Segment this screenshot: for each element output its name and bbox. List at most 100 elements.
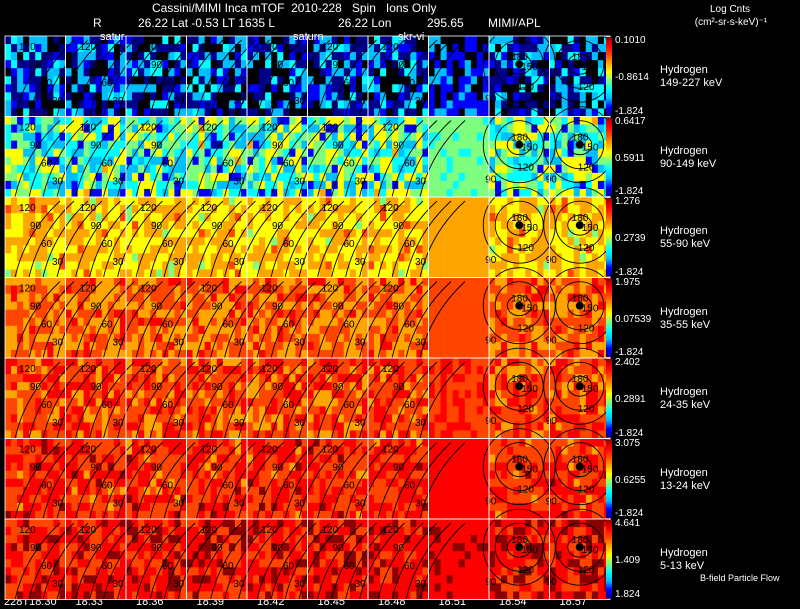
heatmap-cell [561, 285, 568, 294]
heatmap-cell [101, 237, 109, 246]
heatmap-cell [107, 293, 115, 302]
heatmap-cell [349, 301, 357, 310]
heatmap-cell [452, 229, 460, 238]
heatmap-cell [247, 382, 254, 391]
heatmap-cell [228, 374, 236, 383]
heatmap-cell [355, 164, 363, 174]
heatmap-cell [180, 205, 187, 214]
heatmap-cell [507, 76, 514, 85]
heatmap-cell [168, 76, 175, 85]
heatmap-cell [416, 285, 423, 294]
heatmap-cell [216, 341, 224, 351]
heatmap-cell [325, 285, 332, 294]
heatmap-cell [452, 221, 460, 230]
heatmap-cell [23, 100, 30, 109]
heatmap-cell [591, 197, 599, 206]
heatmap-cell [319, 205, 326, 214]
heatmap-cell [307, 140, 314, 149]
heatmap-cell [434, 237, 441, 246]
heatmap-cell [277, 205, 284, 214]
heatmap-cell [549, 374, 556, 383]
heatmap-cell [331, 253, 339, 262]
heatmap-cell [440, 269, 447, 278]
heatmap-cell [331, 84, 339, 93]
heatmap-cell [59, 164, 66, 174]
heatmap-cell [186, 108, 193, 117]
heatmap-cell [301, 124, 308, 133]
heatmap-cell [89, 205, 97, 214]
energy-channel-label: Hydrogen 5-13 keV [660, 547, 708, 573]
heatmap-cell [289, 156, 296, 166]
heatmap-cell [501, 188, 508, 198]
heatmap-cell [277, 333, 284, 343]
heatmap-cell [210, 277, 218, 286]
heatmap-cell [452, 333, 460, 343]
heatmap-cell [525, 414, 532, 423]
heatmap-cell [113, 325, 121, 335]
heatmap-cell [65, 213, 72, 222]
heatmap-cell [95, 124, 103, 133]
heatmap-cell [597, 52, 605, 61]
heatmap-cell [331, 269, 339, 278]
heatmap-cell [289, 100, 296, 109]
heatmap-cell [204, 172, 211, 182]
heatmap-cell [446, 253, 453, 262]
heatmap-cell [537, 229, 544, 238]
heatmap-cell [428, 180, 435, 190]
heatmap-cell [210, 285, 218, 294]
heatmap-cell [585, 341, 593, 351]
heatmap-cell [132, 317, 139, 327]
heatmap-cell [561, 309, 568, 319]
heatmap-cell [283, 172, 290, 182]
heatmap-cell [228, 188, 236, 198]
heatmap-cell [495, 148, 502, 158]
heatmap-cell [561, 277, 568, 286]
heatmap-cell [180, 140, 187, 149]
heatmap-cell [71, 277, 78, 286]
heatmap-cell [325, 253, 332, 262]
heatmap-cell [53, 108, 60, 117]
heatmap-cell [495, 341, 502, 351]
heatmap-cell [464, 229, 472, 238]
heatmap-cell [17, 76, 24, 85]
heatmap-cell [53, 124, 60, 133]
heatmap-cell [489, 237, 496, 246]
heatmap-cell [392, 374, 399, 383]
heatmap-cell [59, 349, 66, 359]
heatmap-cell [458, 277, 466, 286]
heatmap-cell [95, 52, 103, 61]
heatmap-cell [83, 325, 90, 335]
heatmap-cell [476, 205, 484, 214]
heatmap-cell [89, 132, 97, 141]
heatmap-cell [537, 285, 544, 294]
heatmap-cell [313, 197, 320, 206]
heatmap-cell [234, 293, 242, 302]
heatmap-cell [11, 229, 18, 238]
heatmap-cell [168, 245, 175, 254]
heatmap-cell [83, 76, 90, 85]
heatmap-cell [301, 358, 308, 367]
heatmap-cell [446, 285, 453, 294]
heatmap-cell [23, 374, 30, 383]
heatmap-cell [107, 261, 115, 270]
heatmap-cell [380, 205, 387, 214]
heatmap-cell [271, 76, 278, 85]
heatmap-cell [495, 84, 502, 93]
heatmap-cell [337, 124, 345, 133]
heatmap-cell [361, 44, 369, 53]
heatmap-cell [464, 156, 472, 166]
heatmap-cell [597, 374, 605, 383]
heatmap-cell [71, 366, 78, 375]
heatmap-cell [319, 76, 326, 85]
heatmap-cell [476, 317, 484, 327]
heatmap-cell [132, 172, 139, 182]
heatmap-cell [495, 221, 502, 230]
heatmap-cell [343, 44, 351, 53]
heatmap-cell [349, 44, 357, 53]
heatmap-cell [186, 68, 193, 77]
heatmap-cell [374, 76, 381, 85]
heatmap-cell [404, 100, 411, 109]
heatmap-cell [23, 92, 30, 101]
heatmap-cell [361, 60, 369, 69]
heatmap-cell [549, 197, 556, 206]
